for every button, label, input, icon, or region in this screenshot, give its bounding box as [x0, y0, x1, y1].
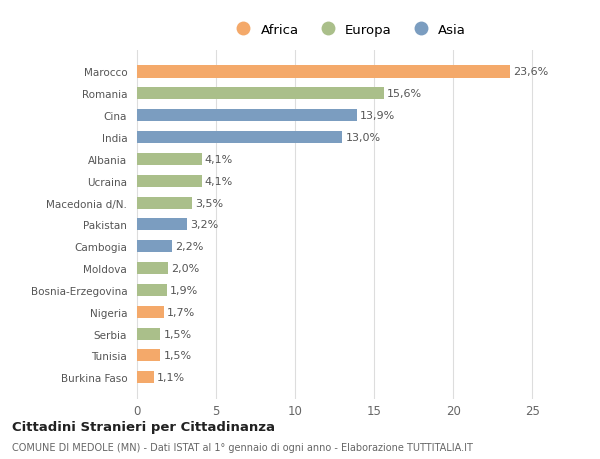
- Text: 4,1%: 4,1%: [205, 176, 233, 186]
- Text: 3,2%: 3,2%: [191, 220, 219, 230]
- Text: 2,0%: 2,0%: [172, 263, 200, 274]
- Bar: [137, 132, 343, 144]
- Bar: [137, 110, 357, 122]
- Bar: [137, 263, 169, 274]
- Text: 23,6%: 23,6%: [514, 67, 548, 77]
- Text: 1,7%: 1,7%: [167, 307, 195, 317]
- Bar: [137, 241, 172, 253]
- Text: 1,5%: 1,5%: [164, 329, 192, 339]
- Text: 1,5%: 1,5%: [164, 351, 192, 361]
- Bar: [137, 328, 160, 340]
- Text: 1,1%: 1,1%: [157, 373, 185, 382]
- Text: 13,9%: 13,9%: [360, 111, 395, 121]
- Text: 1,9%: 1,9%: [170, 285, 198, 295]
- Bar: [137, 197, 192, 209]
- Text: 2,2%: 2,2%: [175, 242, 203, 252]
- Bar: [137, 219, 187, 231]
- Text: 3,5%: 3,5%: [195, 198, 223, 208]
- Bar: [137, 350, 160, 362]
- Bar: [137, 371, 154, 383]
- Text: 15,6%: 15,6%: [387, 89, 422, 99]
- Bar: [137, 153, 202, 166]
- Bar: [137, 284, 167, 297]
- Text: 4,1%: 4,1%: [205, 155, 233, 164]
- Legend: Africa, Europa, Asia: Africa, Europa, Asia: [230, 24, 466, 37]
- Text: Cittadini Stranieri per Cittadinanza: Cittadini Stranieri per Cittadinanza: [12, 420, 275, 433]
- Text: COMUNE DI MEDOLE (MN) - Dati ISTAT al 1° gennaio di ogni anno - Elaborazione TUT: COMUNE DI MEDOLE (MN) - Dati ISTAT al 1°…: [12, 442, 473, 452]
- Text: 13,0%: 13,0%: [346, 133, 381, 143]
- Bar: [137, 175, 202, 187]
- Bar: [137, 88, 383, 100]
- Bar: [137, 67, 510, 78]
- Bar: [137, 306, 164, 318]
